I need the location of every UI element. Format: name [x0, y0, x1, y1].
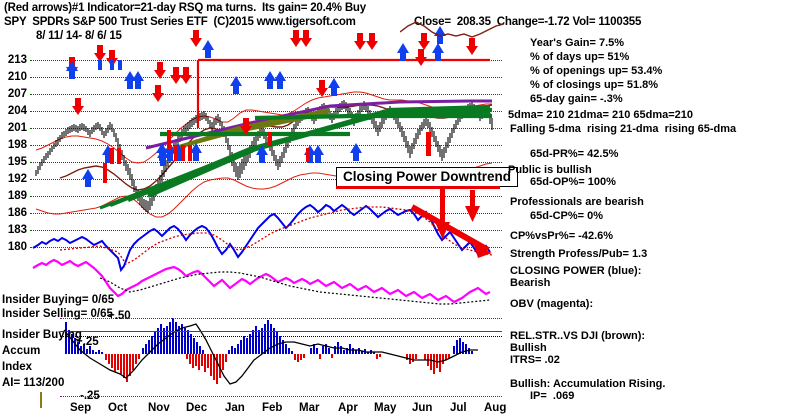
- x-axis-label-mar: Mar: [299, 402, 320, 414]
- accum-panel-title-2: Accum: [2, 345, 41, 357]
- stat-65d-cp: 65d-CP%= 0%: [530, 210, 604, 222]
- stat-65d-op: 65d-OP%= 100%: [530, 176, 616, 188]
- y-axis-label-210: 210: [7, 71, 27, 83]
- ticker-symbol: SPY: [4, 16, 27, 28]
- x-axis-label-oct: Oct: [108, 402, 128, 414]
- stat-strength-ratio: Strength Profess/Pub= 1.3: [510, 248, 648, 260]
- downtrend-pointer-arrow: [435, 188, 450, 239]
- y-axis-label-204: 204: [7, 105, 27, 117]
- relative-strength-mini-line: [400, 21, 505, 38]
- accum-gridline-top: [60, 318, 502, 319]
- signal-cluster-bars: [103, 130, 431, 183]
- accum-axis-label-plus50: +.50: [108, 310, 131, 322]
- obv-line: [32, 258, 491, 304]
- stat-professional-sentiment: Professionals are bearish: [510, 196, 644, 208]
- header-indicator-line: (Red arrows)#1 Indicator=21-day RSQ ma t…: [4, 2, 366, 14]
- accum-gridline-minus25: [60, 396, 502, 397]
- insider-selling-count: Insider Selling= 0/65: [2, 308, 113, 320]
- accum-axis-label-minus25: -.25: [80, 390, 100, 402]
- accum-axis-label-plus25: +.25: [76, 336, 99, 348]
- panel-left-tick: [40, 392, 42, 408]
- closing-power-line: [32, 203, 491, 273]
- gridline-180: [30, 247, 502, 248]
- accum-panel-title-1: Insider Buying: [2, 329, 82, 341]
- x-axis-label-nov: Nov: [148, 402, 170, 414]
- y-axis-label-198: 198: [7, 139, 27, 151]
- accum-index-value: AI= 113/200: [2, 377, 65, 389]
- stat-dma-trend: Falling 5-dma rising 21-dma rising 65-dm…: [510, 123, 737, 135]
- insider-buying-count: Insider Buying= 0/65: [2, 294, 115, 306]
- closing-power-downtrend-label: Closing Power Downtrend: [336, 167, 519, 187]
- green-support-secondary: [99, 110, 491, 210]
- y-axis-label-189: 189: [7, 190, 27, 202]
- x-axis-label-dec: Dec: [186, 402, 208, 414]
- gridline-186: [30, 213, 502, 214]
- stat-closing-power-state: Bearish: [510, 277, 551, 289]
- stat-relative-strength-state: Bullish: [510, 342, 547, 354]
- accum-zeroline: [60, 331, 502, 332]
- stat-65d-pr: 65d-PR%= 42.5%: [530, 148, 619, 160]
- accum-panel-title-3: Index: [2, 361, 33, 373]
- stat-cp-vs-pr: CP%vsPr%= -42.6%: [510, 230, 614, 242]
- closing-power-ma-dotted: [59, 206, 493, 265]
- header-ticker: SPY SPDRs S&P 500 Trust Series ETF (C)20…: [4, 16, 356, 28]
- gridline-210: [30, 77, 502, 78]
- y-axis-label-201: 201: [7, 122, 27, 134]
- x-axis-label-jul: Jul: [450, 402, 467, 414]
- obv-ma-dotted: [99, 271, 491, 305]
- y-axis-label-183: 183: [7, 224, 27, 236]
- downtrend-pointer-arrow-2: [465, 190, 480, 222]
- y-axis-label-186: 186: [7, 207, 27, 219]
- security-name: SPDRs S&P 500 Trust Series ETF (C)2015 w…: [32, 16, 356, 28]
- accumulation-index-ma: [63, 323, 478, 385]
- resistance-trendline-red: [196, 58, 490, 128]
- buy-signal-arrows: [66, 26, 446, 187]
- stat-itrs: ITRS= .02: [510, 354, 560, 366]
- accumulation-index-histogram: [65, 318, 473, 384]
- x-axis-label-may: May: [374, 402, 397, 414]
- y-axis-label-207: 207: [7, 88, 27, 100]
- gridline-207: [30, 94, 502, 95]
- y-axis-label-195: 195: [7, 156, 27, 168]
- x-axis-label-feb: Feb: [262, 402, 283, 414]
- stat-65day-gain: 65-day gain= -.3%: [530, 93, 623, 105]
- signal-cluster-bars-blue: [98, 60, 122, 70]
- header-date-range: 8/ 11/ 14- 8/ 6/ 15: [36, 30, 122, 42]
- x-axis-label-apr: Apr: [338, 402, 358, 414]
- y-axis-label-192: 192: [7, 173, 27, 185]
- x-axis-label-jun: Jun: [412, 402, 433, 414]
- gridline-195: [30, 162, 502, 163]
- legend-obv: OBV (magenta):: [510, 298, 594, 310]
- x-axis-label-aug: Aug: [484, 402, 507, 414]
- gridline-204: [30, 111, 502, 112]
- stat-openings-up: % of openings up= 53.4%: [530, 65, 663, 77]
- legend-relative-strength: REL.STR..VS DJI (brown):: [510, 330, 646, 342]
- stat-accumulation-summary: Bullish: Accumulation Rising.: [510, 378, 666, 390]
- stat-dma-values: 5dma= 210 21dma= 210 65dma=210: [508, 109, 693, 121]
- closing-power-downtrend-arrow: [410, 204, 492, 258]
- y-axis-label-213: 213: [7, 54, 27, 66]
- gridline-201: [30, 128, 502, 129]
- stat-days-up: % of days up= 51%: [530, 51, 630, 63]
- legend-closing-power: CLOSING POWER (blue):: [510, 265, 642, 277]
- accum-gridline-plus25: [60, 336, 502, 337]
- x-axis-label-sep: Sep: [70, 402, 92, 414]
- y-axis-label-180: 180: [7, 241, 27, 253]
- x-axis-label-jan: Jan: [225, 402, 245, 414]
- gridline-189: [30, 196, 502, 197]
- stat-years-gain: Year's Gain= 7.5%: [530, 37, 625, 49]
- gridline-183: [30, 230, 502, 231]
- closing-power-downtrend-underline: [336, 186, 500, 189]
- stat-ip-value: IP= .069: [530, 390, 575, 402]
- purple-ma-trendline: [145, 99, 492, 150]
- gridline-192: [30, 179, 502, 180]
- stat-closings-up: % of closings up= 51.8%: [530, 79, 659, 91]
- stat-public-sentiment: Public is bullish: [508, 164, 592, 176]
